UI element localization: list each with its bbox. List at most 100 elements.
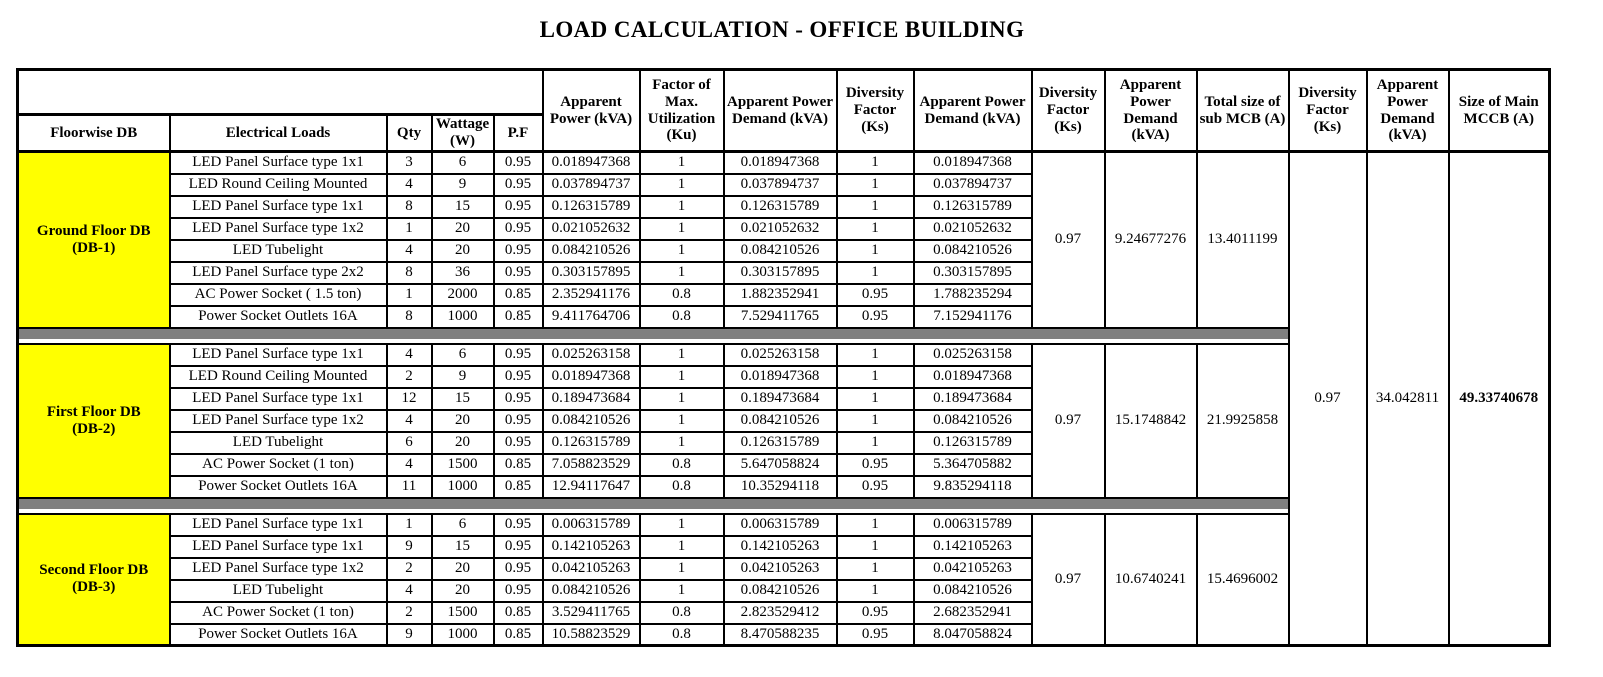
cell-electrical-loads: LED Panel Surface type 1x2 — [168, 216, 388, 241]
section-separator-cell — [16, 496, 1290, 515]
cell-apparent-power-kva: 0.126315789 — [541, 194, 641, 219]
section-apparent-power-demand: 10.6740241 — [1103, 512, 1198, 647]
col-header-floorwise-db: Floorwise DB — [16, 113, 171, 153]
cell-wattage-w: 15 — [430, 534, 495, 559]
cell-factor-of-max-utilization-ku: 0.8 — [638, 452, 725, 477]
table-row: Power Socket Outlets 16A 9 1000 0.85 10.5882… — [18, 622, 1550, 647]
cell-electrical-loads: LED Round Ceiling Mounted — [168, 364, 388, 389]
cell-apparent-power-kva: 2.352941176 — [541, 282, 641, 307]
cell-apparent-power-kva: 0.018947368 — [541, 150, 641, 175]
cell-qty: 4 — [385, 238, 433, 263]
col-header-diversity-factor-ks-1: Diversity Factor (Ks) — [835, 68, 915, 153]
table-row: LED Tubelight 6 20 0.95 0.126315789 1 0.126315… — [18, 430, 1550, 455]
cell-apparent-power-demand-kva-2: 0.126315789 — [912, 430, 1033, 455]
cell-pf: 0.85 — [492, 304, 544, 329]
cell-wattage-w: 6 — [430, 150, 495, 175]
cell-factor-of-max-utilization-ku: 1 — [638, 408, 725, 433]
cell-wattage-w: 9 — [430, 172, 495, 197]
cell-qty: 9 — [385, 534, 433, 559]
cell-apparent-power-kva: 0.126315789 — [541, 430, 641, 455]
cell-pf: 0.95 — [492, 172, 544, 197]
cell-pf: 0.85 — [492, 622, 544, 647]
cell-apparent-power-demand-kva-1: 10.35294118 — [722, 474, 838, 499]
cell-wattage-w: 1000 — [430, 622, 495, 647]
cell-apparent-power-kva: 0.021052632 — [541, 216, 641, 241]
cell-pf: 0.85 — [492, 282, 544, 307]
cell-diversity-factor-ks-1: 0.95 — [835, 282, 915, 307]
table-row: LED Panel Surface type 1x2 1 20 0.95 0.02105… — [18, 216, 1550, 241]
cell-apparent-power-demand-kva-1: 0.042105263 — [722, 556, 838, 581]
section-separator-row — [16, 496, 1550, 515]
cell-apparent-power-demand-kva-1: 0.025263158 — [722, 342, 838, 367]
cell-diversity-factor-ks-1: 1 — [835, 238, 915, 263]
col-header-size-of-main-mccb-a: Size of Main MCCB (A) — [1447, 68, 1551, 153]
cell-apparent-power-kva: 0.084210526 — [541, 578, 641, 603]
cell-wattage-w: 9 — [430, 364, 495, 389]
cell-factor-of-max-utilization-ku: 1 — [638, 342, 725, 367]
cell-apparent-power-kva: 0.042105263 — [541, 556, 641, 581]
cell-factor-of-max-utilization-ku: 1 — [638, 260, 725, 285]
table-row: LED Panel Surface type 1x1 9 15 0.95 0.14210… — [18, 534, 1550, 559]
col-header-diversity-factor-ks-3: Diversity Factor (Ks) — [1287, 68, 1368, 153]
cell-wattage-w: 1000 — [430, 474, 495, 499]
cell-apparent-power-demand-kva-2: 0.189473684 — [912, 386, 1033, 411]
cell-factor-of-max-utilization-ku: 0.8 — [638, 622, 725, 647]
cell-qty: 4 — [385, 452, 433, 477]
cell-wattage-w: 1500 — [430, 452, 495, 477]
cell-pf: 0.95 — [492, 150, 544, 175]
separator-bar — [19, 499, 1287, 509]
cell-pf: 0.85 — [492, 474, 544, 499]
cell-factor-of-max-utilization-ku: 1 — [638, 430, 725, 455]
cell-apparent-power-demand-kva-2: 0.142105263 — [912, 534, 1033, 559]
cell-electrical-loads: Power Socket Outlets 16A — [168, 304, 388, 329]
cell-apparent-power-demand-kva-2: 5.364705882 — [912, 452, 1033, 477]
cell-factor-of-max-utilization-ku: 1 — [638, 364, 725, 389]
cell-apparent-power-demand-kva-2: 0.037894737 — [912, 172, 1033, 197]
cell-qty: 1 — [385, 512, 433, 537]
table-body: Ground Floor DB (DB-1) LED Panel Surface t… — [16, 150, 1551, 647]
cell-apparent-power-demand-kva-1: 0.006315789 — [722, 512, 838, 537]
col-header-pf: P.F — [492, 113, 544, 153]
cell-wattage-w: 20 — [430, 408, 495, 433]
cell-wattage-w: 2000 — [430, 282, 495, 307]
cell-factor-of-max-utilization-ku: 1 — [638, 150, 725, 175]
floor-name: Ground Floor DB — [36, 222, 151, 239]
cell-qty: 2 — [385, 556, 433, 581]
cell-electrical-loads: AC Power Socket (1 ton) — [168, 452, 388, 477]
cell-apparent-power-kva: 10.58823529 — [541, 622, 641, 647]
cell-diversity-factor-ks-1: 0.95 — [835, 600, 915, 625]
cell-electrical-loads: LED Tubelight — [168, 578, 388, 603]
col-header-apparent-power-demand-kva-4: Apparent Power Demand (kVA) — [1365, 68, 1450, 153]
cell-apparent-power-demand-kva-1: 0.084210526 — [722, 238, 838, 263]
cell-apparent-power-kva: 0.025263158 — [541, 342, 641, 367]
cell-diversity-factor-ks-1: 0.95 — [835, 304, 915, 329]
cell-apparent-power-demand-kva-1: 0.018947368 — [722, 150, 838, 175]
cell-apparent-power-kva: 0.006315789 — [541, 512, 641, 537]
cell-pf: 0.95 — [492, 386, 544, 411]
cell-diversity-factor-ks-1: 1 — [835, 172, 915, 197]
cell-pf: 0.95 — [492, 556, 544, 581]
cell-apparent-power-demand-kva-2: 8.047058824 — [912, 622, 1033, 647]
cell-factor-of-max-utilization-ku: 0.8 — [638, 282, 725, 307]
cell-apparent-power-demand-kva-1: 0.142105263 — [722, 534, 838, 559]
cell-apparent-power-demand-kva-1: 0.303157895 — [722, 260, 838, 285]
cell-wattage-w: 20 — [430, 216, 495, 241]
cell-electrical-loads: AC Power Socket ( 1.5 ton) — [168, 282, 388, 307]
floor-code: (DB-1) — [72, 239, 116, 256]
header-row-bottom: Floorwise DB Electrical Loads Qty Wattage (… — [16, 113, 1550, 153]
table-row: LED Panel Surface type 1x1 12 15 0.95 0.1894… — [18, 386, 1550, 411]
cell-diversity-factor-ks-1: 0.95 — [835, 452, 915, 477]
cell-diversity-factor-ks-1: 1 — [835, 578, 915, 603]
cell-apparent-power-kva: 3.529411765 — [541, 600, 641, 625]
cell-electrical-loads: Power Socket Outlets 16A — [168, 474, 388, 499]
cell-electrical-loads: LED Panel Surface type 1x1 — [168, 386, 388, 411]
cell-pf: 0.95 — [492, 534, 544, 559]
table-row: LED Tubelight 4 20 0.95 0.084210526 1 0.084210… — [18, 578, 1550, 603]
overall-diversity-factor-ks: 0.97 — [1287, 150, 1368, 647]
cell-electrical-loads: LED Panel Surface type 2x2 — [168, 260, 388, 285]
floor-name: Second Floor DB — [39, 562, 149, 579]
cell-wattage-w: 6 — [430, 512, 495, 537]
cell-factor-of-max-utilization-ku: 1 — [638, 386, 725, 411]
cell-apparent-power-demand-kva-2: 0.303157895 — [912, 260, 1033, 285]
cell-apparent-power-kva: 9.411764706 — [541, 304, 641, 329]
